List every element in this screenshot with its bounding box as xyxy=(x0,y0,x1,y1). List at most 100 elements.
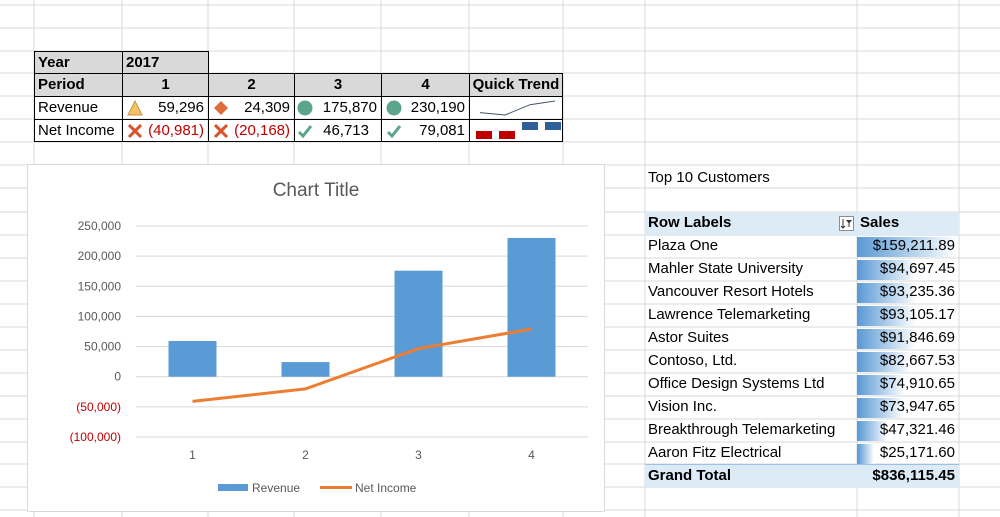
x-red-icon xyxy=(213,123,229,139)
revenue-bar[interactable] xyxy=(281,362,330,377)
pivot-row-sales[interactable]: $47,321.46 xyxy=(879,421,955,438)
y-tick-label: (100,000) xyxy=(70,430,121,444)
sales-databar xyxy=(857,329,916,349)
revenue-bar[interactable] xyxy=(394,270,443,377)
sales-databar xyxy=(857,375,905,395)
revenue-p2-value: 24,309 xyxy=(244,99,290,116)
legend-net-income-label: Net Income xyxy=(355,481,417,495)
y-tick-label: 100,000 xyxy=(78,309,122,323)
net-income-p4-cell[interactable]: 79,081 xyxy=(381,119,470,142)
revenue-p3-cell[interactable]: 175,870 xyxy=(294,96,382,120)
pivot-row-label[interactable]: Contoso, Ltd. xyxy=(648,352,738,369)
revenue-bar[interactable] xyxy=(168,340,217,377)
x-tick-label: 4 xyxy=(528,448,535,462)
revenue-sparkline-cell[interactable] xyxy=(469,96,563,120)
y-tick-label: 50,000 xyxy=(84,340,121,354)
pivot-row-sales[interactable]: $91,846.69 xyxy=(879,329,955,346)
net-income-winloss-sparkline xyxy=(476,122,561,139)
net-income-p2-cell[interactable]: (20,168) xyxy=(208,119,295,142)
sales-header[interactable]: Sales xyxy=(857,212,959,236)
revenue-bar[interactable] xyxy=(507,237,556,377)
check-green-icon xyxy=(297,125,313,139)
net-income-label-cell[interactable]: Net Income xyxy=(34,119,123,142)
sales-databar xyxy=(857,352,910,372)
pivot-row-label[interactable]: Aaron Fitz Electrical xyxy=(648,444,782,461)
y-tick-label: 0 xyxy=(114,370,121,384)
pivot-row-label[interactable]: Office Design Systems Ltd xyxy=(648,375,825,392)
pivot-row-sales[interactable]: $73,947.65 xyxy=(879,398,955,415)
net-income-winloss-cell[interactable] xyxy=(469,119,563,142)
x-tick-label: 1 xyxy=(189,448,196,462)
net-income-line[interactable] xyxy=(192,327,532,403)
pivot-row-label[interactable]: Lawrence Telemarketing xyxy=(648,306,811,323)
period-3-cell[interactable]: 3 xyxy=(294,73,382,97)
period-4-cell[interactable]: 4 xyxy=(381,73,470,97)
pivot-caption[interactable]: Top 10 Customers xyxy=(648,169,770,186)
revenue-p2-cell[interactable]: 24,309 xyxy=(208,96,295,120)
combo-chart[interactable]: Chart Title 250,000 200,000 150,000 100,000… xyxy=(27,164,605,512)
sparkline-line xyxy=(479,100,556,116)
circle-green-icon xyxy=(297,100,313,116)
legend-revenue-swatch xyxy=(218,484,248,491)
chart-plot-area[interactable]: 250,000 200,000 150,000 100,000 50,000 0 (50,0… xyxy=(28,165,604,511)
grand-total-value[interactable]: $836,115.45 xyxy=(857,464,959,488)
pivot-row-sales[interactable]: $93,105.17 xyxy=(879,306,955,323)
revenue-p3-value: 175,870 xyxy=(322,99,377,116)
revenue-p4-cell[interactable]: 230,190 xyxy=(381,96,470,120)
quick-trend-header-cell[interactable]: Quick Trend xyxy=(469,73,563,97)
year-value-cell[interactable]: 2017 xyxy=(122,51,209,74)
net-income-p4-value: 79,081 xyxy=(419,122,465,139)
sales-databar xyxy=(857,260,917,280)
pivot-row-label[interactable]: Vision Inc. xyxy=(648,398,717,415)
chart-legend[interactable]: Revenue Net Income xyxy=(218,481,417,495)
y-tick-label: 200,000 xyxy=(78,249,122,263)
y-tick-label: 250,000 xyxy=(78,219,122,233)
sales-databar xyxy=(857,444,874,464)
pivot-row-label[interactable]: Mahler State University xyxy=(648,260,804,277)
x-tick-label: 2 xyxy=(302,448,309,462)
period-label-cell[interactable]: Period xyxy=(34,73,123,97)
revenue-p1-value: 59,296 xyxy=(158,99,204,116)
period-2-cell[interactable]: 2 xyxy=(208,73,295,97)
net-income-p3-value: 46,713 xyxy=(323,122,369,139)
win-bar xyxy=(545,122,561,130)
x-red-icon xyxy=(127,123,143,139)
year-label-cell[interactable]: Year xyxy=(34,51,123,74)
check-green-icon xyxy=(386,125,402,139)
win-bar xyxy=(522,122,538,130)
sales-databar xyxy=(857,237,958,257)
period-1-cell[interactable]: 1 xyxy=(122,73,209,97)
revenue-p1-cell[interactable]: 59,296 xyxy=(122,96,209,120)
pivot-row-sales[interactable]: $159,211.89 xyxy=(872,237,955,254)
loss-bar xyxy=(499,131,515,139)
net-income-p2-value: (20,168) xyxy=(234,122,290,139)
row-labels-header[interactable]: Row Labels xyxy=(645,212,857,236)
sales-databar xyxy=(857,283,917,303)
net-income-p3-cell[interactable]: 46,713 xyxy=(294,119,382,142)
pivot-row-label[interactable]: Plaza One xyxy=(648,237,719,254)
revenue-sparkline xyxy=(479,100,556,116)
pivot-row-sales[interactable]: $25,171.60 xyxy=(879,444,955,461)
circle-green-icon xyxy=(386,100,402,116)
sales-databar xyxy=(857,306,916,326)
filter-sort-icon[interactable] xyxy=(839,216,854,231)
net-income-p1-value: (40,981) xyxy=(148,122,204,139)
pivot-row-sales[interactable]: $82,667.53 xyxy=(879,352,955,369)
net-income-p1-cell[interactable]: (40,981) xyxy=(122,119,209,142)
legend-revenue-label: Revenue xyxy=(252,481,300,495)
grand-total-label[interactable]: Grand Total xyxy=(645,464,857,488)
loss-bar xyxy=(476,131,492,139)
revenue-label-cell[interactable]: Revenue xyxy=(34,96,123,120)
diamond-orange-icon xyxy=(214,101,228,115)
x-tick-label: 3 xyxy=(415,448,422,462)
y-tick-label: 150,000 xyxy=(78,279,122,293)
sales-databar xyxy=(857,421,888,441)
pivot-row-sales[interactable]: $74,910.65 xyxy=(879,375,955,392)
pivot-row-sales[interactable]: $93,235.36 xyxy=(879,283,955,300)
revenue-p4-value: 230,190 xyxy=(410,99,465,116)
pivot-row-label[interactable]: Astor Suites xyxy=(648,329,729,346)
chart-title[interactable]: Chart Title xyxy=(272,180,360,201)
pivot-row-label[interactable]: Vancouver Resort Hotels xyxy=(648,283,814,300)
pivot-row-label[interactable]: Breakthrough Telemarketing xyxy=(648,421,836,438)
pivot-row-sales[interactable]: $94,697.45 xyxy=(879,260,955,277)
